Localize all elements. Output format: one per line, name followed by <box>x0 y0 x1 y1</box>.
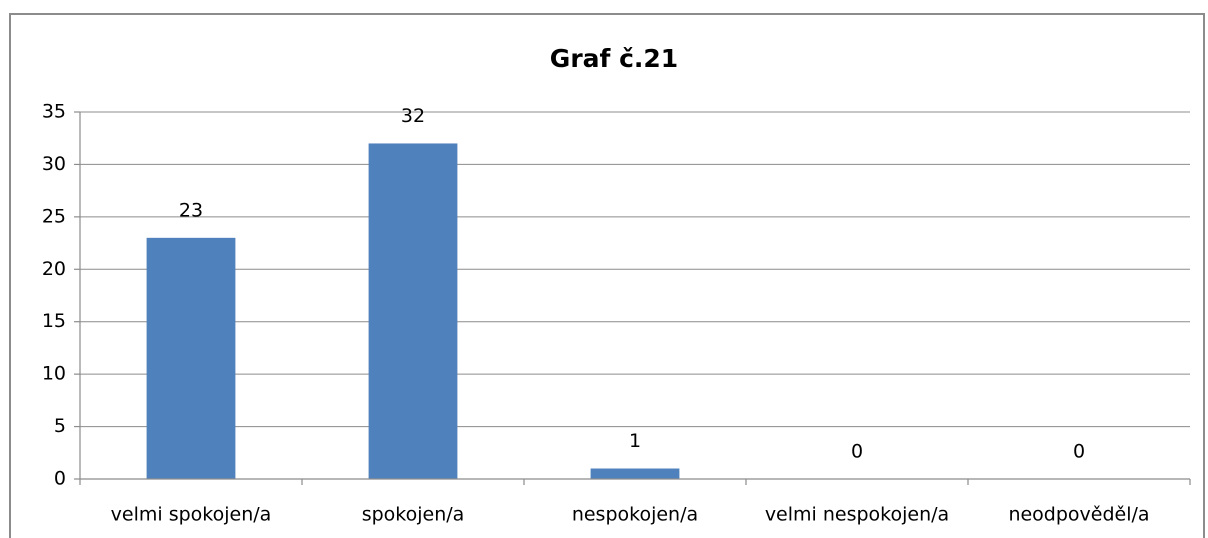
x-tick-label: nespokojen/a <box>572 504 698 526</box>
bar <box>590 468 680 479</box>
y-tick-label: 10 <box>42 363 66 385</box>
y-tick-label: 15 <box>42 310 66 332</box>
y-tick-label: 20 <box>42 258 66 280</box>
x-tick-label: spokojen/a <box>362 504 465 526</box>
data-label: 1 <box>629 430 641 452</box>
y-tick-label: 5 <box>54 415 66 437</box>
bar <box>146 237 236 479</box>
y-tick-label: 25 <box>42 205 66 227</box>
y-tick-label: 35 <box>42 101 66 123</box>
bar <box>368 143 458 479</box>
data-label: 0 <box>1073 441 1085 463</box>
y-tick-label: 30 <box>42 153 66 175</box>
x-tick-label: velmi nespokojen/a <box>765 504 949 526</box>
data-label: 32 <box>401 105 425 127</box>
x-tick-label: velmi spokojen/a <box>111 504 272 526</box>
x-tick-label: neodpověděl/a <box>1008 504 1149 526</box>
data-label: 0 <box>851 441 863 463</box>
y-tick-label: 0 <box>54 468 66 490</box>
chart-title: Graf č.21 <box>550 44 678 73</box>
data-label: 23 <box>179 199 203 221</box>
